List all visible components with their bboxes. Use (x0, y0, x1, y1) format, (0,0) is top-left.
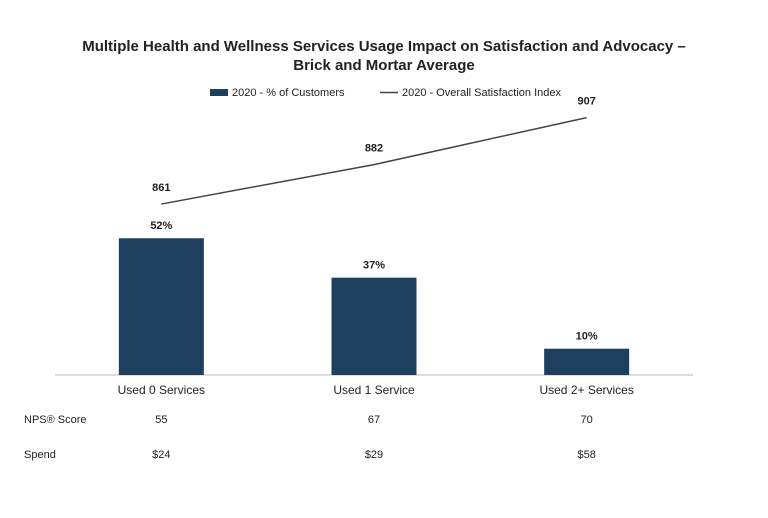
data-label: 37% (363, 260, 385, 272)
row-label: Spend (24, 449, 56, 461)
chart-title: Multiple Health and Wellness Services Us… (82, 38, 686, 55)
data-label: 907 (577, 96, 595, 108)
table-cell: 70 (581, 414, 593, 426)
legend-label: 2020 - Overall Satisfaction Index (402, 87, 561, 99)
table-cell: 67 (368, 414, 380, 426)
legend-label: 2020 - % of Customers (232, 87, 345, 99)
x-tick-label: Used 1 Service (333, 383, 415, 397)
chart-title: Brick and Mortar Average (293, 57, 474, 74)
data-label: 861 (152, 182, 170, 194)
table-cell: $24 (152, 449, 170, 461)
legend-swatch (210, 89, 228, 96)
data-label: 882 (365, 143, 383, 155)
table-cell: 55 (155, 414, 167, 426)
data-label: 52% (150, 220, 172, 232)
table-cell: $58 (577, 449, 595, 461)
row-label: NPS® Score (24, 414, 87, 426)
bar (331, 277, 417, 375)
bar (544, 348, 630, 375)
bar (118, 238, 204, 375)
x-tick-label: Used 2+ Services (539, 383, 633, 397)
data-label: 10% (576, 331, 598, 343)
line (161, 116, 587, 205)
table-cell: $29 (365, 449, 383, 461)
x-tick-label: Used 0 Services (118, 383, 205, 397)
